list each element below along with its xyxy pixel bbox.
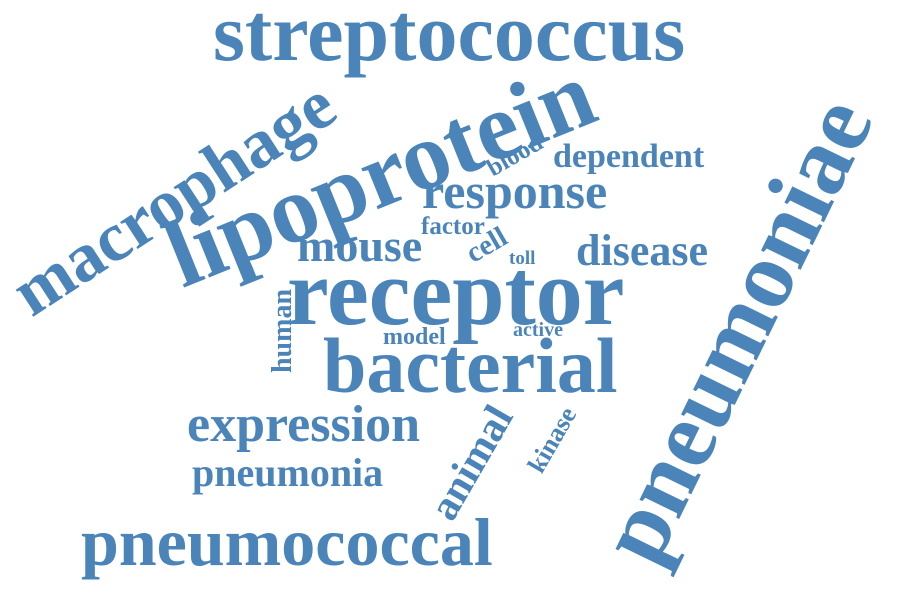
word-mouse: mouse	[297, 220, 423, 271]
word-kinase: kinase	[521, 401, 583, 478]
word-receptor: receptor	[287, 241, 625, 345]
word-factor: factor	[421, 213, 485, 240]
word-pneumonia: pneumonia	[192, 450, 384, 495]
word-bacterial: bacterial	[323, 322, 618, 409]
word-dependent: dependent	[553, 138, 705, 175]
word-toll: toll	[509, 248, 536, 269]
word-pneumococcal: pneumococcal	[81, 504, 493, 580]
word-streptococcus: streptococcus	[213, 0, 686, 78]
word-model: model	[383, 324, 446, 350]
word-response: response	[422, 163, 608, 219]
word-expression: expression	[187, 396, 421, 453]
word-active: active	[513, 319, 563, 341]
word-disease: disease	[576, 226, 708, 275]
word-human: human	[267, 288, 299, 374]
